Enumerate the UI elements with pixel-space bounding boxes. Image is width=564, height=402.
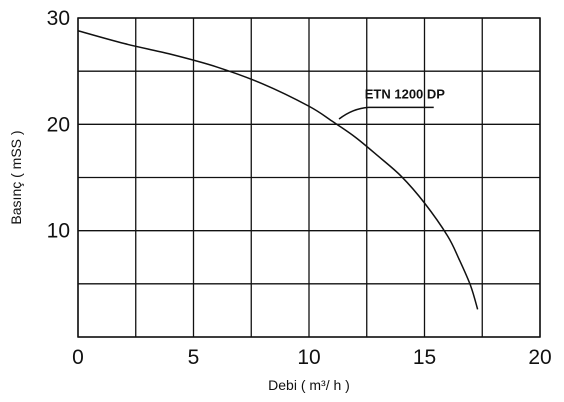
y-tick-label: 30 <box>47 7 70 30</box>
x-tick-labels: 0 5 10 15 20 <box>72 346 552 369</box>
y-tick-labels: 10 20 30 <box>47 7 70 243</box>
x-axis-label: Debi ( m³/ h ) <box>268 377 350 393</box>
plot-frame <box>77 17 541 338</box>
series-annotation-label: ETN 1200 DP <box>365 86 446 101</box>
y-tick-label: 20 <box>47 113 70 136</box>
x-tick-label: 20 <box>528 346 551 369</box>
series-line-etn-1200-dp <box>77 30 479 310</box>
x-tick-label: 10 <box>297 346 320 369</box>
y-tick-label: 10 <box>47 220 70 243</box>
x-tick-label: 0 <box>72 346 84 369</box>
y-axis-label: Basınç ( mSS ) <box>8 130 24 224</box>
x-tick-label: 5 <box>188 346 200 369</box>
annotation-leader-line <box>338 106 434 120</box>
x-tick-label: 15 <box>413 346 436 369</box>
